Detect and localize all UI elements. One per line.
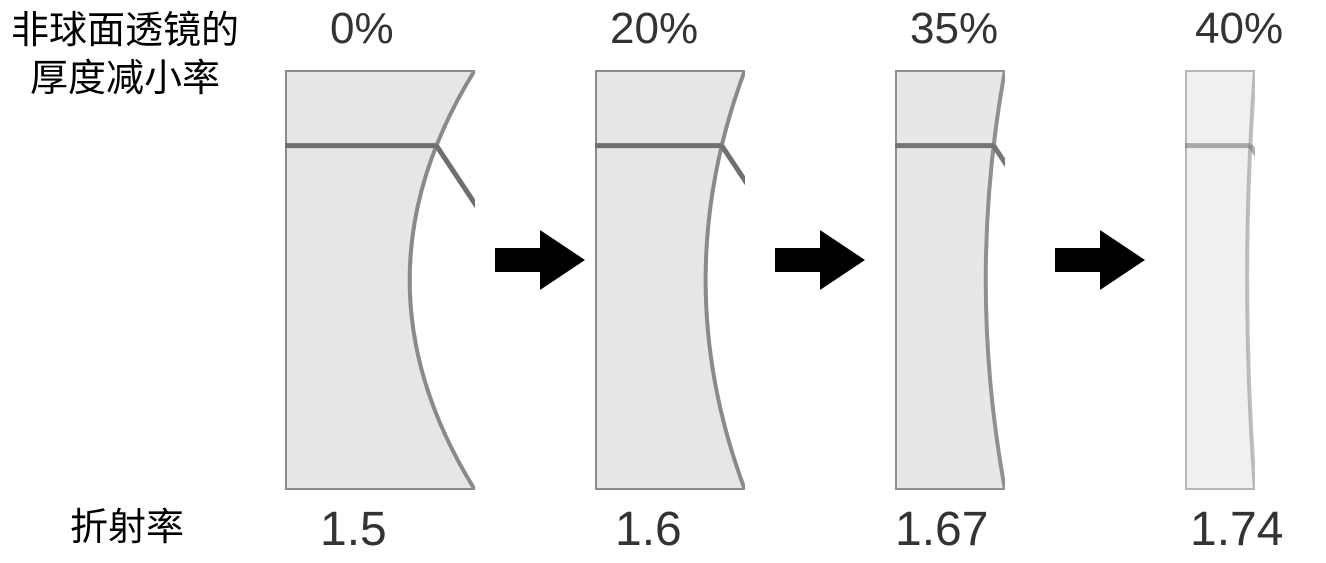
refracted-ray xyxy=(436,146,475,245)
refracted-ray xyxy=(722,146,745,224)
lens-cell xyxy=(1185,70,1255,490)
lens-outline xyxy=(595,70,745,490)
thickness-reduction-value: 35% xyxy=(910,4,998,54)
thickness-reduction-value: 0% xyxy=(330,4,394,54)
lens-outline xyxy=(285,70,475,490)
lens-outline xyxy=(895,70,1005,490)
label-line2: 厚度减小率 xyxy=(30,58,220,100)
thickness-reduction-value: 20% xyxy=(610,4,698,54)
refractive-index-value: 1.74 xyxy=(1190,502,1283,557)
lens-cell xyxy=(895,70,1005,490)
thickness-reduction-label: 非球面透镜的 厚度减小率 xyxy=(0,8,250,103)
refractive-index-value: 1.67 xyxy=(895,502,988,557)
lens-svg xyxy=(1185,70,1255,490)
lens-svg xyxy=(285,70,475,490)
thickness-reduction-value: 40% xyxy=(1195,4,1283,54)
label-line1: 非球面透镜的 xyxy=(11,10,239,52)
refractive-index-value: 1.5 xyxy=(320,502,387,557)
lens-svg xyxy=(595,70,745,490)
lens-outline xyxy=(1185,70,1255,490)
lens-cell xyxy=(595,70,745,490)
lens-svg xyxy=(895,70,1005,490)
progression-arrow-icon xyxy=(495,230,585,290)
progression-arrow-icon xyxy=(775,230,865,290)
diagram-root: 非球面透镜的 厚度减小率 折射率 0% 1.5 20% 1.6 35% 1.67 40% 1.… xyxy=(0,0,1326,563)
refractive-index-value: 1.6 xyxy=(615,502,682,557)
progression-arrow-icon xyxy=(1055,230,1145,290)
lens-cell xyxy=(285,70,475,490)
refracted-ray xyxy=(994,146,1005,203)
refractive-index-label: 折射率 xyxy=(70,496,184,551)
